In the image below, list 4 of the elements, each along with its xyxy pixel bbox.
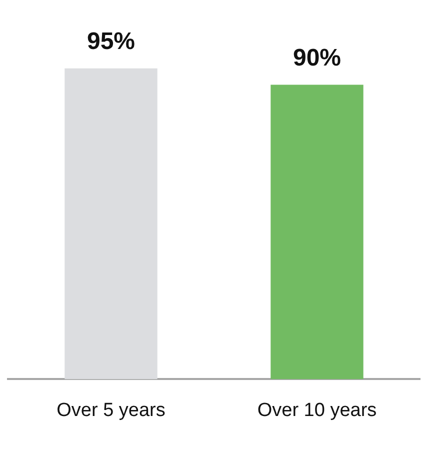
- x-tick-label: Over 10 years: [257, 400, 377, 421]
- data-label: 90%: [292, 44, 342, 72]
- x-tick-label: Over 5 years: [56, 400, 166, 421]
- data-label: 95%: [86, 28, 136, 55]
